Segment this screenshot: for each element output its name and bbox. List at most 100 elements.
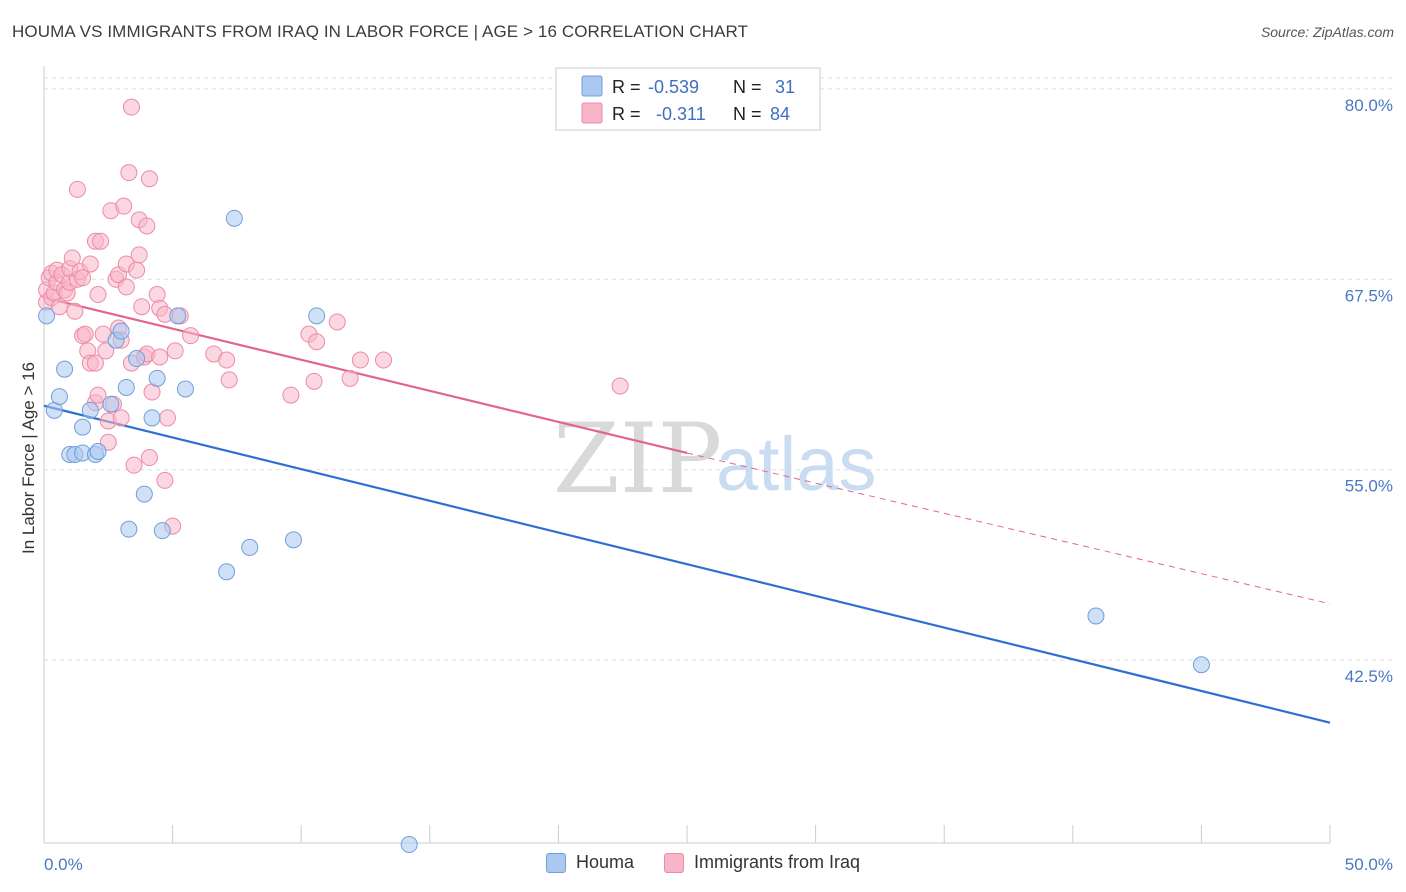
series-legend: Houma Immigrants from Iraq — [0, 852, 1406, 873]
iraq-point — [128, 261, 146, 279]
iraq-trend-line — [43, 296, 688, 455]
iraq-point — [220, 371, 238, 389]
houma-point — [56, 360, 74, 378]
iraq-points — [38, 98, 629, 535]
trend-lines — [43, 296, 1331, 724]
legend-item-iraq: Immigrants from Iraq — [663, 852, 861, 873]
iraq-point — [81, 255, 99, 273]
houma-point — [1087, 607, 1105, 625]
iraq-point — [341, 369, 359, 387]
iraq-point — [328, 313, 346, 331]
iraq-point — [92, 232, 110, 250]
iraq-point — [63, 249, 81, 267]
iraq-point — [89, 386, 107, 404]
houma-point — [225, 209, 243, 227]
houma-n-label: N = — [733, 77, 762, 97]
houma-point — [169, 307, 187, 325]
houma-point — [143, 409, 161, 427]
watermark: ZIP atlas — [553, 403, 877, 515]
iraq-point — [305, 372, 323, 390]
houma-point — [120, 520, 138, 538]
iraq-point — [115, 197, 133, 215]
houma-point — [81, 401, 99, 419]
houma-point — [148, 369, 166, 387]
iraq-point — [133, 298, 151, 316]
iraq-point — [122, 98, 140, 116]
y-tick-label: 80.0% — [1345, 96, 1393, 115]
chart-title: HOUMA VS IMMIGRANTS FROM IRAQ IN LABOR F… — [12, 22, 749, 41]
houma-point — [284, 531, 302, 549]
houma-point — [102, 395, 120, 413]
houma-point — [74, 418, 92, 436]
iraq-point — [68, 180, 86, 198]
houma-point — [128, 350, 146, 368]
iraq-point — [112, 409, 130, 427]
watermark-zip: ZIP — [553, 403, 722, 515]
iraq-r-value: -0.311 — [656, 104, 706, 124]
houma-point — [218, 563, 236, 581]
houma-point — [135, 485, 153, 503]
x-tick-label: 50.0% — [1345, 855, 1393, 874]
legend-label-iraq: Immigrants from Iraq — [693, 852, 861, 872]
houma-point — [153, 522, 171, 540]
houma-point — [117, 378, 135, 396]
iraq-swatch — [663, 852, 684, 873]
iraq-point — [351, 351, 369, 369]
y-tick-labels: 42.5% 55.0% 67.5% 80.0% — [1345, 96, 1393, 686]
houma-point — [112, 322, 130, 340]
iraq-legend-swatch — [581, 102, 603, 124]
houma-point — [1192, 656, 1210, 674]
y-tick-label: 42.5% — [1345, 667, 1393, 686]
iraq-point — [140, 170, 158, 188]
iraq-r-label: R = — [612, 104, 641, 124]
iraq-point — [282, 386, 300, 404]
houma-point — [89, 442, 107, 460]
houma-point — [400, 836, 418, 854]
iraq-point — [166, 342, 184, 360]
houma-point — [50, 388, 68, 406]
iraq-trend-line-extrapolated — [686, 452, 1331, 605]
iraq-point — [86, 354, 104, 372]
houma-point — [38, 307, 56, 325]
iraq-point — [151, 348, 169, 366]
legend-label-houma: Houma — [575, 852, 634, 872]
y-tick-label: 67.5% — [1345, 286, 1393, 305]
houma-point — [176, 380, 194, 398]
iraq-point — [148, 286, 166, 304]
houma-n-value: 31 — [775, 77, 795, 97]
houma-trend-line — [43, 404, 1331, 724]
y-axis-label: In Labor Force | Age > 16 — [19, 362, 38, 554]
houma-point — [241, 538, 259, 556]
iraq-point — [218, 351, 236, 369]
iraq-point — [156, 471, 174, 489]
stats-legend: R = -0.539 N = 31 R = -0.311 N = 84 — [555, 67, 821, 131]
iraq-point — [125, 456, 143, 474]
iraq-point — [66, 302, 84, 320]
houma-r-value: -0.539 — [648, 77, 699, 97]
y-tick-label: 55.0% — [1345, 477, 1393, 496]
iraq-point — [308, 333, 326, 351]
watermark-atlas: atlas — [716, 422, 877, 507]
legend-item-houma: Houma — [545, 852, 634, 873]
axes — [43, 66, 1331, 844]
iraq-point — [76, 325, 94, 343]
iraq-point — [97, 342, 115, 360]
iraq-point — [120, 164, 138, 182]
iraq-point — [158, 409, 176, 427]
iraq-point — [611, 377, 629, 395]
x-tick-labels: 0.0% 50.0% — [44, 855, 1393, 874]
iraq-point — [50, 298, 68, 316]
x-tick-label: 0.0% — [44, 855, 83, 874]
iraq-n-label: N = — [733, 104, 762, 124]
iraq-point — [182, 327, 200, 345]
houma-points — [38, 209, 1210, 854]
iraq-point — [140, 449, 158, 467]
source-note: Source: ZipAtlas.com — [1260, 24, 1394, 40]
houma-legend-swatch — [581, 75, 603, 97]
iraq-point — [138, 217, 156, 235]
iraq-point — [375, 351, 393, 369]
iraq-point — [130, 246, 148, 264]
iraq-point — [74, 269, 92, 287]
iraq-point — [89, 286, 107, 304]
